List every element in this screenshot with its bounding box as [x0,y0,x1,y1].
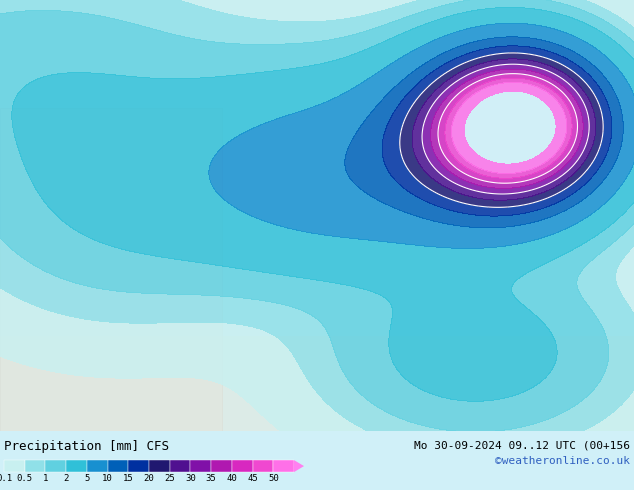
Text: 15: 15 [123,474,134,483]
Text: 0.5: 0.5 [16,474,33,483]
Polygon shape [294,460,304,472]
Bar [128,460,149,472]
Bar [108,460,128,472]
Text: 35: 35 [206,474,217,483]
Bar [232,460,252,472]
Bar [0,336,634,431]
Bar [252,460,273,472]
Bar [87,460,108,472]
Text: 20: 20 [144,474,154,483]
Bar [149,460,170,472]
Text: 50: 50 [268,474,279,483]
Text: 30: 30 [185,474,196,483]
Bar [46,460,66,472]
Text: 40: 40 [226,474,237,483]
Text: 1: 1 [42,474,48,483]
Bar [25,460,46,472]
Bar [190,460,211,472]
Bar [0,108,222,431]
Text: 2: 2 [63,474,69,483]
Text: 0.1: 0.1 [0,474,12,483]
Bar [273,460,294,472]
Text: ©weatheronline.co.uk: ©weatheronline.co.uk [495,456,630,466]
Bar [66,460,87,472]
Bar [211,460,232,472]
Bar [170,460,190,472]
Text: 10: 10 [102,474,113,483]
Text: 25: 25 [164,474,175,483]
Text: 45: 45 [247,474,258,483]
Bar [4,460,25,472]
Text: Mo 30-09-2024 09..12 UTC (00+156: Mo 30-09-2024 09..12 UTC (00+156 [414,440,630,450]
Text: 5: 5 [84,474,89,483]
Text: Precipitation [mm] CFS: Precipitation [mm] CFS [4,440,169,453]
